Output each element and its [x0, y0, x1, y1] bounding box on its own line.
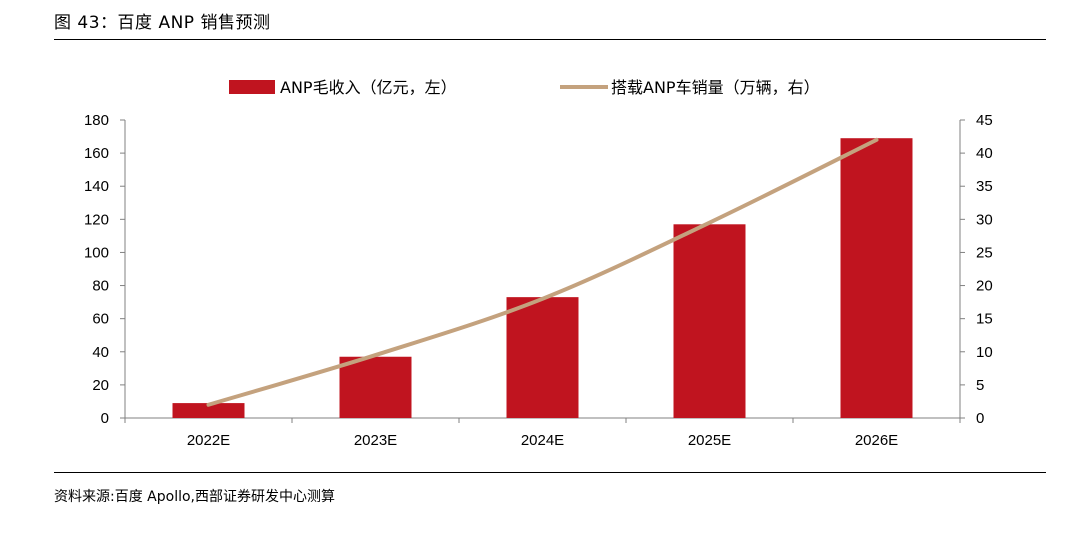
x-axis-tick-label: 2022E [187, 432, 230, 449]
legend-swatch-revenue [229, 80, 275, 94]
chart: ANP毛收入（亿元，左） 搭载ANP车销量（万辆，右） 020406080100… [84, 78, 993, 449]
left-axis-tick-label: 140 [84, 178, 109, 195]
bar-revenue [339, 356, 412, 418]
figure-title: 图 43：百度 ANP 销售预测 [54, 13, 271, 33]
bar-revenue [172, 403, 245, 418]
left-axis-tick-label: 0 [101, 410, 109, 427]
right-axis-tick-label: 10 [976, 344, 993, 361]
right-axis-tick-label: 30 [976, 211, 993, 228]
bar-revenue [673, 224, 746, 418]
right-axis-tick-label: 0 [976, 410, 984, 427]
title-rule [54, 39, 1046, 40]
line-series [206, 137, 879, 407]
left-axis-tick-label: 100 [84, 244, 109, 261]
x-axis-tick-label: 2026E [855, 432, 898, 449]
right-axis-tick-label: 45 [976, 112, 993, 129]
left-axis-tick-label: 20 [92, 377, 109, 394]
right-axis-tick-label: 20 [976, 278, 993, 295]
source-note: 资料来源:百度 Apollo,西部证券研发中心测算 [54, 489, 335, 505]
right-axis-tick-label: 35 [976, 178, 993, 195]
right-axis-tick-label: 40 [976, 145, 993, 162]
bars [172, 138, 913, 418]
right-axis-tick-label: 5 [976, 377, 984, 394]
legend-label-revenue: ANP毛收入（亿元，左） [280, 78, 457, 97]
bar-revenue [840, 138, 913, 418]
axes: 0 20 40 60 80 100 120 140 160 180 0 5 10 15 20 25 30 35 40… [84, 112, 993, 449]
left-axis-tick-label: 60 [92, 311, 109, 328]
left-axis-tick-label: 120 [84, 211, 109, 228]
legend-label-sales: 搭载ANP车销量（万辆，右） [611, 78, 820, 97]
x-axis-tick-label: 2024E [521, 432, 564, 449]
left-axis-tick-label: 40 [92, 344, 109, 361]
right-axis-tick-label: 15 [976, 311, 993, 328]
x-axis-tick-label: 2023E [354, 432, 397, 449]
left-axis-tick-label: 180 [84, 112, 109, 129]
right-axis-tick-label: 25 [976, 244, 993, 261]
bar-revenue [506, 297, 579, 418]
left-axis-tick-label: 160 [84, 145, 109, 162]
legend: ANP毛收入（亿元，左） 搭载ANP车销量（万辆，右） [229, 78, 820, 97]
source-rule [54, 472, 1046, 473]
left-axis-tick-label: 80 [92, 278, 109, 295]
x-axis-tick-label: 2025E [688, 432, 731, 449]
